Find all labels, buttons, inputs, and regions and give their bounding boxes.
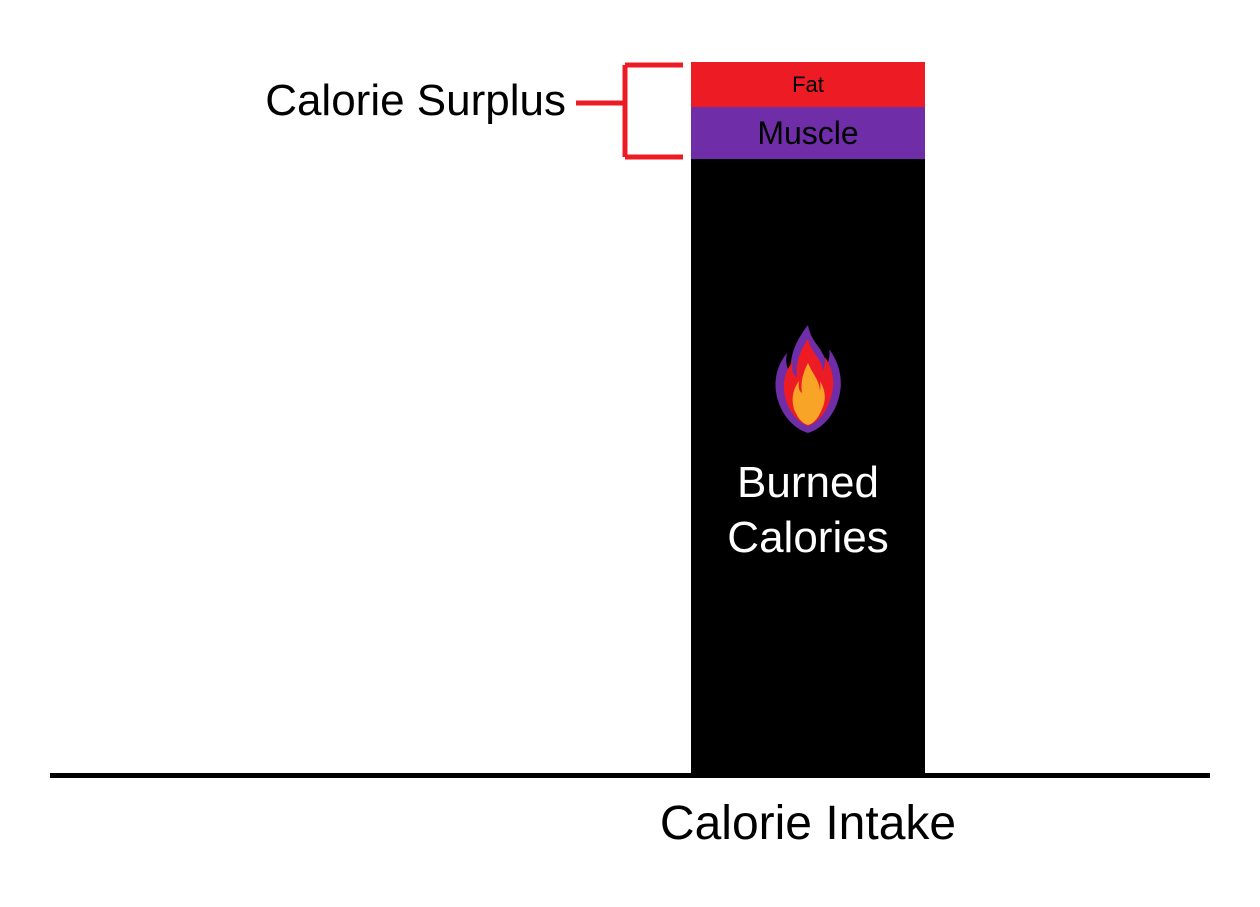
axis-label: Calorie Intake (178, 800, 1260, 848)
surplus-label-text: Calorie Surplus (265, 76, 566, 125)
bar-segment-muscle: Muscle (691, 107, 925, 159)
bar-label-muscle: Muscle (757, 115, 858, 152)
baseline-rule (50, 773, 1210, 778)
bar-label-burned-line2: Calories (727, 513, 888, 562)
bar-label-fat: Fat (792, 72, 824, 98)
surplus-label: Calorie Surplus (265, 79, 566, 123)
bar-segment-fat: Fat (691, 62, 925, 107)
bar-label-burned: Burned Calories (691, 455, 925, 565)
surplus-bracket (0, 0, 1260, 907)
infographic-stage: Muscle Fat Burned Calories Calorie Surpl… (0, 0, 1260, 907)
flame-icon (771, 325, 845, 435)
axis-label-text: Calorie Intake (660, 797, 956, 850)
bar-label-burned-line1: Burned (737, 458, 879, 507)
